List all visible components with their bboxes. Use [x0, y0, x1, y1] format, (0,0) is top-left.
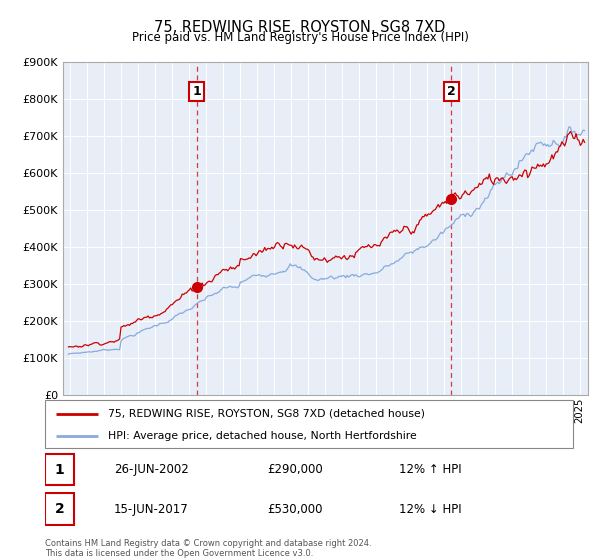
Text: 1: 1 [55, 463, 64, 477]
Text: 75, REDWING RISE, ROYSTON, SG8 7XD (detached house): 75, REDWING RISE, ROYSTON, SG8 7XD (deta… [109, 409, 425, 419]
Text: 15-JUN-2017: 15-JUN-2017 [113, 502, 188, 516]
Text: HPI: Average price, detached house, North Hertfordshire: HPI: Average price, detached house, Nort… [109, 431, 417, 441]
Text: 12% ↑ HPI: 12% ↑ HPI [399, 463, 461, 477]
Text: 75, REDWING RISE, ROYSTON, SG8 7XD: 75, REDWING RISE, ROYSTON, SG8 7XD [154, 20, 446, 35]
Text: Contains HM Land Registry data © Crown copyright and database right 2024.
This d: Contains HM Land Registry data © Crown c… [45, 539, 371, 558]
FancyBboxPatch shape [45, 454, 74, 486]
FancyBboxPatch shape [45, 493, 74, 525]
Text: Price paid vs. HM Land Registry's House Price Index (HPI): Price paid vs. HM Land Registry's House … [131, 31, 469, 44]
Text: 1: 1 [193, 85, 201, 97]
Text: 26-JUN-2002: 26-JUN-2002 [113, 463, 188, 477]
FancyBboxPatch shape [45, 400, 573, 448]
Text: £530,000: £530,000 [267, 502, 322, 516]
Text: 2: 2 [55, 502, 64, 516]
Text: 2: 2 [447, 85, 455, 97]
Text: £290,000: £290,000 [267, 463, 323, 477]
Text: 12% ↓ HPI: 12% ↓ HPI [399, 502, 461, 516]
